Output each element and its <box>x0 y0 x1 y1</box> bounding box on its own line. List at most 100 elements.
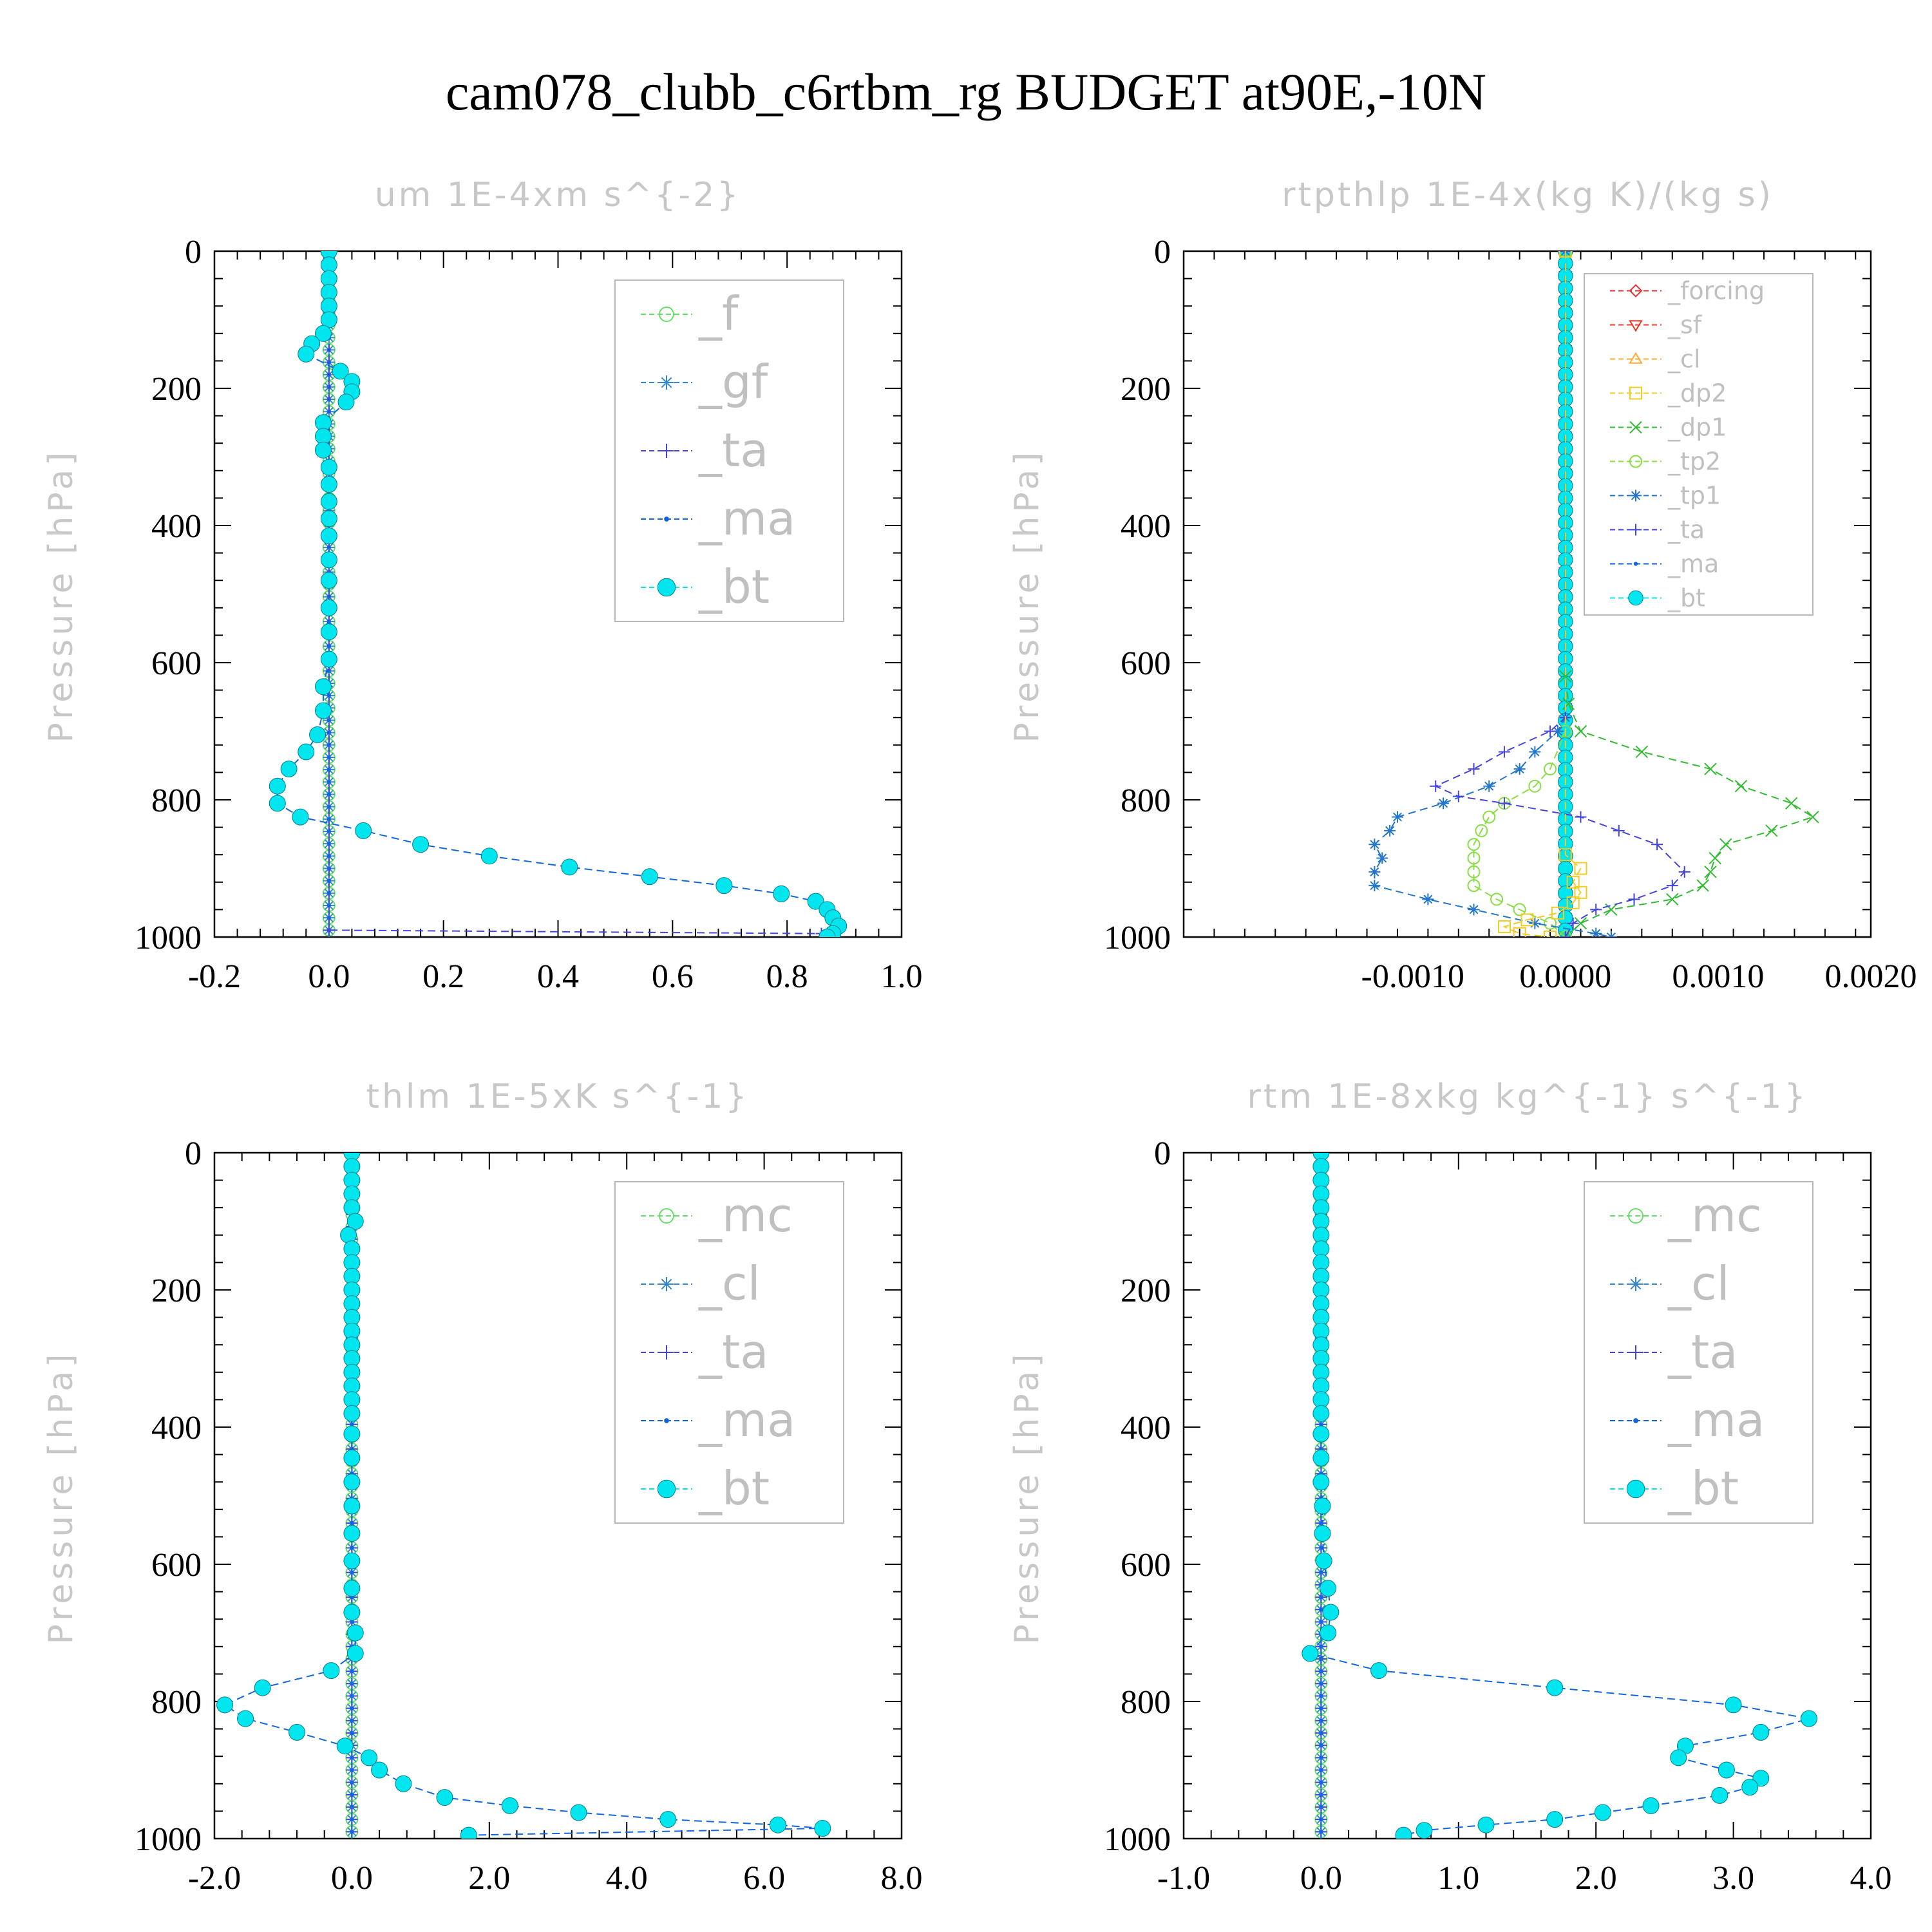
series-ta-point <box>1468 763 1480 775</box>
series-ma-point <box>327 804 331 809</box>
series-ma-point <box>350 1817 354 1822</box>
series-ma-point <box>327 668 331 673</box>
series-tp2-line <box>1473 251 1566 937</box>
legend-ta-marker <box>1630 524 1642 536</box>
series-ma-point <box>1319 1817 1323 1822</box>
series-dp2-line <box>1502 251 1582 937</box>
series-dp2-point <box>1544 931 1557 937</box>
y-tick-label: 800 <box>1121 1684 1171 1721</box>
legend-ta-marker <box>1629 1345 1643 1359</box>
series-tp2-point <box>1544 762 1557 776</box>
y-tick-label: 1000 <box>135 1821 202 1858</box>
series-bt-point <box>269 795 286 812</box>
series-bt-point <box>1312 1425 1330 1443</box>
legend-sf-marker <box>1629 320 1643 332</box>
series-bt-point <box>1725 1696 1742 1714</box>
series-bt-point <box>343 1425 361 1443</box>
series-ta-point <box>1678 866 1690 878</box>
series-ma-point <box>350 1780 354 1785</box>
series-ta-point <box>1498 797 1510 810</box>
series-bt-point <box>346 1624 364 1642</box>
y-axis-label: Pressure [hPa] <box>42 449 80 743</box>
x-tick-label: 1.0 <box>1437 1860 1479 1897</box>
series-bt-point <box>320 459 337 476</box>
y-axis-label: Pressure [hPa] <box>1008 1350 1046 1645</box>
series-bt-point <box>343 1552 361 1569</box>
series-dp1-point <box>1559 670 1572 683</box>
series-bt-point <box>280 761 298 778</box>
series-dp1-point <box>1562 697 1575 710</box>
series-ma-point <box>1319 1706 1323 1710</box>
series-dp1-point <box>1666 893 1679 906</box>
legend-ta-label: _ta <box>1667 516 1705 544</box>
y-tick-label: 800 <box>151 782 202 819</box>
legend-ma-marker <box>1633 1418 1638 1423</box>
y-tick-label: 1000 <box>1104 1821 1171 1858</box>
series-ta-point <box>1559 931 1571 937</box>
panel-title: thlm 1E-5xK s^{-1} <box>366 1077 750 1116</box>
series-dp1-line <box>1564 251 1815 937</box>
series-tp2-point <box>1467 851 1481 865</box>
series-dp2-point <box>1566 875 1580 889</box>
series-bt-point <box>1546 1679 1564 1696</box>
series-bt-point <box>659 1811 677 1828</box>
series-ma-point <box>350 1730 354 1736</box>
legend-bt-label: _bt <box>1667 1461 1739 1515</box>
series-bt-point <box>320 650 337 668</box>
series-bt-point <box>436 1789 453 1806</box>
series-bt-line <box>276 251 840 937</box>
series-ma-point <box>327 829 331 834</box>
legend-cl_orange-label: _cl <box>1667 345 1700 374</box>
series-tp1-point <box>1551 725 1564 737</box>
legend-tp1-marker <box>1630 489 1642 502</box>
x-tick-label: 4.0 <box>606 1860 648 1897</box>
series-dp1-point <box>1765 824 1778 837</box>
series-ma-point <box>327 743 331 747</box>
series-ma-point <box>327 854 331 858</box>
series-ma-point <box>350 1756 354 1760</box>
legend-cl-label: _cl <box>698 1256 761 1311</box>
panel-title: rtpthlp 1E-4x(kg K)/(kg s) <box>1282 176 1774 214</box>
legend-ma-marker <box>664 1418 669 1423</box>
series-dp1-point <box>1719 838 1732 851</box>
series-tp1-point <box>1529 746 1541 758</box>
x-tick-label: 0.0 <box>331 1860 373 1897</box>
series-tp1-point <box>1368 866 1381 878</box>
series-tp1-point <box>1605 931 1617 937</box>
legend-bt-marker <box>1626 1479 1645 1499</box>
panel-rtm: rtm 1E-8xkg kg^{-1} s^{-1} Pressure [hPa… <box>1008 1077 1892 1897</box>
x-tick-label: 1.0 <box>881 958 923 995</box>
plot-frame <box>1182 1151 1872 1840</box>
legend-tp2-marker <box>1629 455 1642 468</box>
legend-bt-label: _bt <box>698 1461 770 1515</box>
series-tp2-point <box>1490 893 1504 906</box>
series-bt-point <box>1477 1816 1495 1833</box>
series-bt-point <box>1416 1822 1433 1839</box>
series-ma-point <box>327 878 331 883</box>
series-bt-point <box>343 1497 361 1515</box>
legend-tp1-label: _tp1 <box>1667 482 1721 510</box>
legend-bt-label: _bt <box>698 560 770 614</box>
series-bt-point <box>340 1226 357 1244</box>
series-dp1-point <box>1709 851 1721 865</box>
series-bt-point <box>343 1449 361 1466</box>
series-bt-point <box>346 1213 364 1230</box>
x-tick-label: 0.0010 <box>1672 958 1764 995</box>
series-tp1-point <box>1483 780 1495 792</box>
series-dp1-point <box>1574 916 1587 930</box>
legend-ma-label: _ma <box>1667 550 1719 578</box>
series-bt-point <box>343 1525 361 1542</box>
series-bt-point <box>323 1662 340 1680</box>
series-ma-point <box>1319 1644 1323 1649</box>
legend-ta-label: _ta <box>698 423 768 477</box>
series-bt-point <box>320 510 337 527</box>
legend-cl-marker <box>1629 1277 1643 1291</box>
series-tp1-point <box>1384 824 1396 837</box>
legend-ma-marker <box>1633 562 1638 566</box>
legend-ma-marker <box>664 516 669 522</box>
series-ma-point <box>350 1792 354 1797</box>
series-ta-point <box>1651 838 1663 851</box>
y-tick-label: 0 <box>1154 1135 1171 1172</box>
x-tick-label: 2.0 <box>468 1860 510 1897</box>
legend: _mc _cl _ta _ma _bt <box>1584 1181 1814 1524</box>
